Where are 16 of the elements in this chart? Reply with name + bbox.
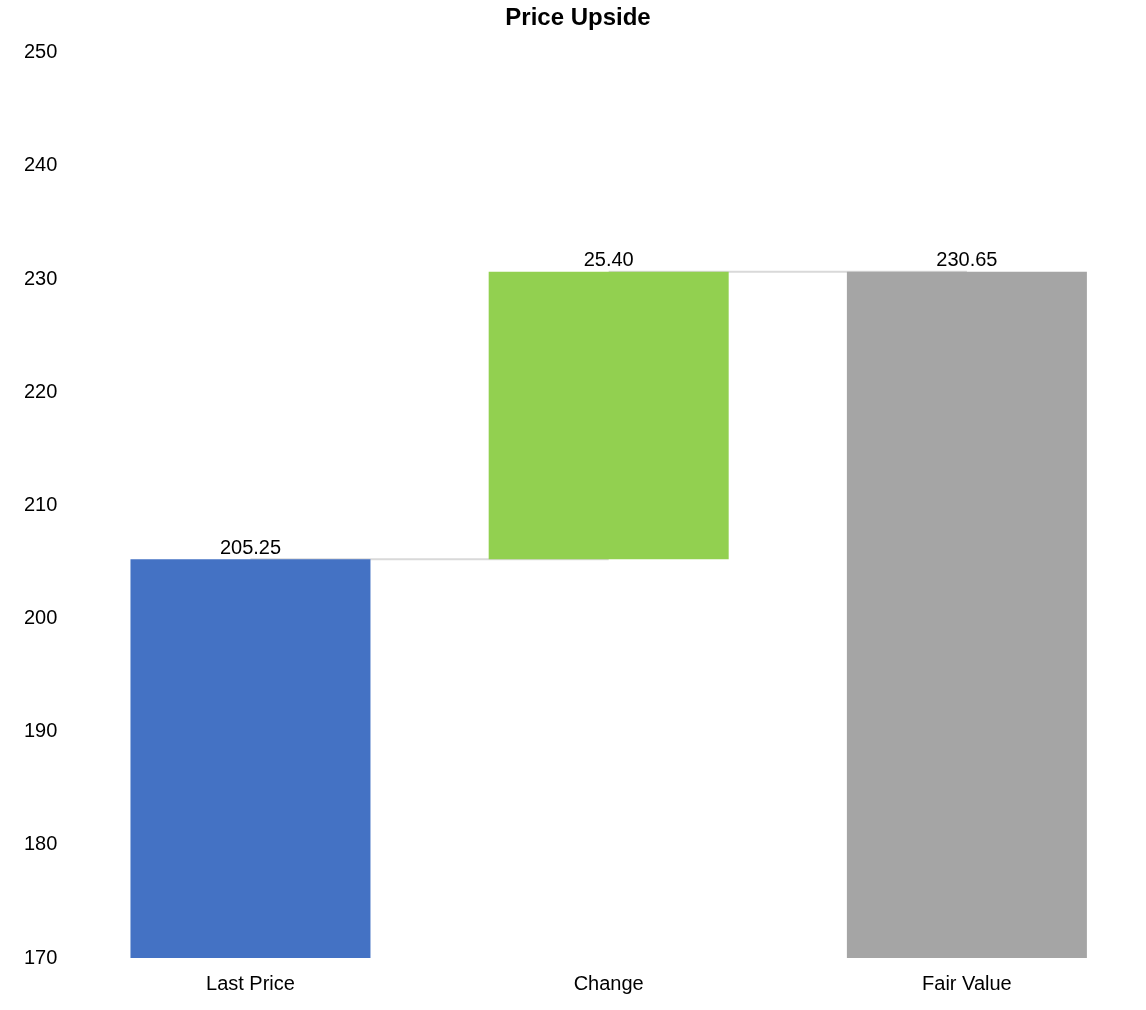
x-tick-label: Fair Value (922, 971, 1012, 994)
y-tick-label: 190 (23, 719, 58, 742)
y-tick-label: 250 (23, 40, 58, 63)
chart-title: Price Upside (505, 3, 651, 31)
y-tick-label: 180 (23, 832, 58, 855)
y-tick-label: 220 (23, 379, 58, 402)
x-tick-label: Change (573, 971, 644, 994)
data-label: 205.25 (219, 535, 282, 558)
data-label: 230.65 (936, 248, 998, 271)
y-tick-label: 230 (23, 266, 58, 289)
data-label: 25.40 (583, 248, 634, 271)
x-tick-label: Last Price (206, 971, 295, 994)
y-tick-label: 170 (23, 945, 58, 968)
y-tick-label: 240 (23, 153, 58, 176)
y-tick-label: 200 (23, 606, 58, 629)
y-tick-label: 210 (23, 492, 58, 515)
